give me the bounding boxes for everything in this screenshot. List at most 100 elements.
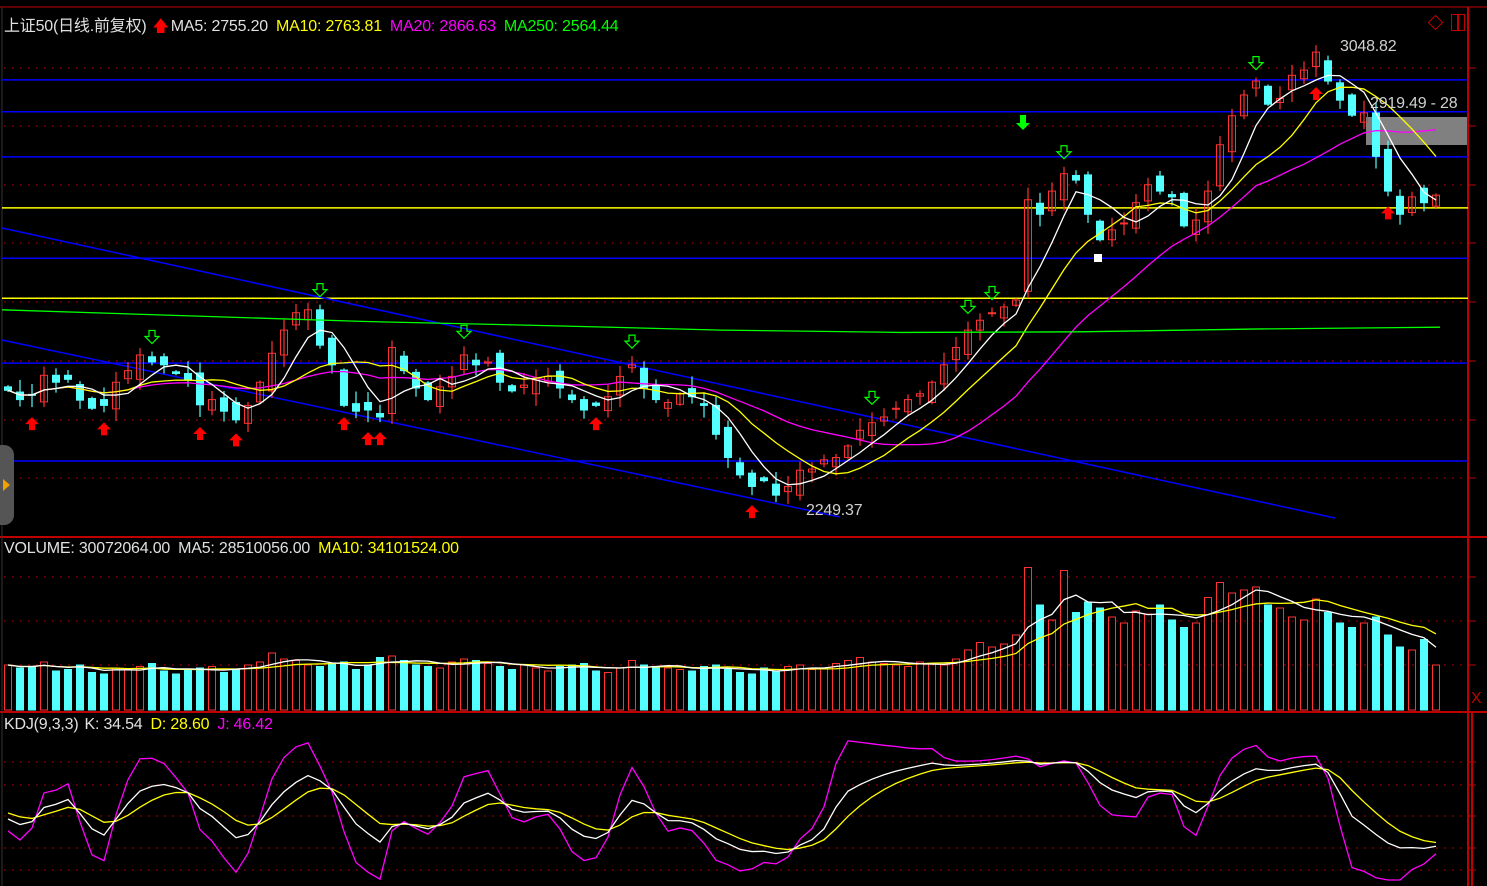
volume-bar [952,658,960,711]
volume-ma10-line [7,599,1437,671]
candle-up [832,457,840,468]
buy-arrow-icon [373,432,387,446]
candle-down [148,356,156,363]
candle-down [1324,60,1332,82]
red-up-arrow-icon: 🡅 [152,18,169,35]
volume-bar [184,669,192,711]
candle-up [40,374,48,403]
candle-up [940,364,948,385]
volume-bar [472,660,480,711]
volume-bar [736,672,744,711]
volume-bar [508,669,516,711]
volume-bar [1384,634,1392,711]
buy-arrow-icon [1381,206,1395,220]
volume-bar [652,666,660,711]
volume-bar [40,661,48,711]
volume-bar [448,661,456,711]
candle-down [556,370,564,389]
candle-up [784,485,792,493]
volume-bar [1144,613,1152,711]
volume-bar [388,655,396,711]
candle-down [232,401,240,421]
buy-arrow-icon [589,417,603,431]
candle-up [1012,299,1020,306]
volume-bar [976,642,984,711]
volume-bar [268,652,276,711]
volume-bar [1252,586,1260,711]
signal-arrow-icon [1016,115,1030,130]
ma5-line [7,74,1437,486]
candle-up [952,346,960,361]
candle-down [760,477,768,482]
volume-bar [1204,597,1212,711]
candle-up [1132,202,1140,229]
close-x-icon[interactable]: X [1471,690,1482,707]
sell-arrow-icon [623,334,641,350]
candle-up [256,381,264,403]
volume-bar [496,666,504,711]
trend-line [1,339,841,518]
volume-bar [880,663,888,711]
volume-bar [1288,616,1296,711]
buy-arrow-icon [337,417,351,431]
candle-up [1024,199,1032,292]
volume-bar [1324,612,1332,711]
candle-down [88,397,96,409]
side-panel-toggle[interactable] [0,445,14,525]
volume-bar [712,664,720,711]
volume-bar [4,664,12,711]
candle-up [1300,69,1308,80]
candle-down [1156,175,1164,192]
volume-bar [232,669,240,711]
volume-bar [400,660,408,711]
volume-bar [724,669,732,711]
candle-down [64,374,72,380]
candle-down [700,403,708,406]
volume-bar [136,666,144,711]
volume-bar [1360,622,1368,711]
volume-bar [292,660,300,711]
candle-up [964,329,972,355]
volume-bar [328,663,336,711]
window-split-icon[interactable] [1451,14,1465,31]
sell-arrow-icon [1055,145,1073,160]
ma10-line [7,86,1437,475]
volume-bar [568,664,576,711]
kdj-k-label: K: 34.54 [84,716,143,733]
candle-up [1288,74,1296,91]
volume-bar [856,657,864,711]
candle-down [364,401,372,411]
volume-bar [1192,622,1200,711]
volume-bar [604,672,612,711]
candle-down [1396,195,1404,215]
candle-down [1072,174,1080,181]
candle-up [208,399,216,411]
volume-bar [1000,643,1008,711]
volume-bar [1300,619,1308,711]
buy-arrow-icon [1309,87,1323,101]
kdj-j-line [7,740,1437,881]
candle-up [436,386,444,408]
volume-bar [208,666,216,711]
candle-down [640,367,648,389]
volume-bar [1024,567,1032,711]
candle-up [856,429,864,440]
volume-bar [196,667,204,711]
volume-bar [700,666,708,711]
candle-up [1216,144,1224,187]
volume-bar [1108,616,1116,711]
candle-up [1000,306,1008,319]
candle-up [484,361,492,364]
ma250-label: MA250: 2564.44 [503,18,619,35]
volume-bar [640,664,648,711]
candle-down [400,355,408,372]
volume-bar [988,646,996,711]
candle-down [592,402,600,406]
volume-bar [160,670,168,711]
candle-down [652,384,660,401]
volume-bar [904,666,912,711]
candle-down [316,309,324,346]
volume-bar [1348,627,1356,711]
candle-up [268,352,276,392]
